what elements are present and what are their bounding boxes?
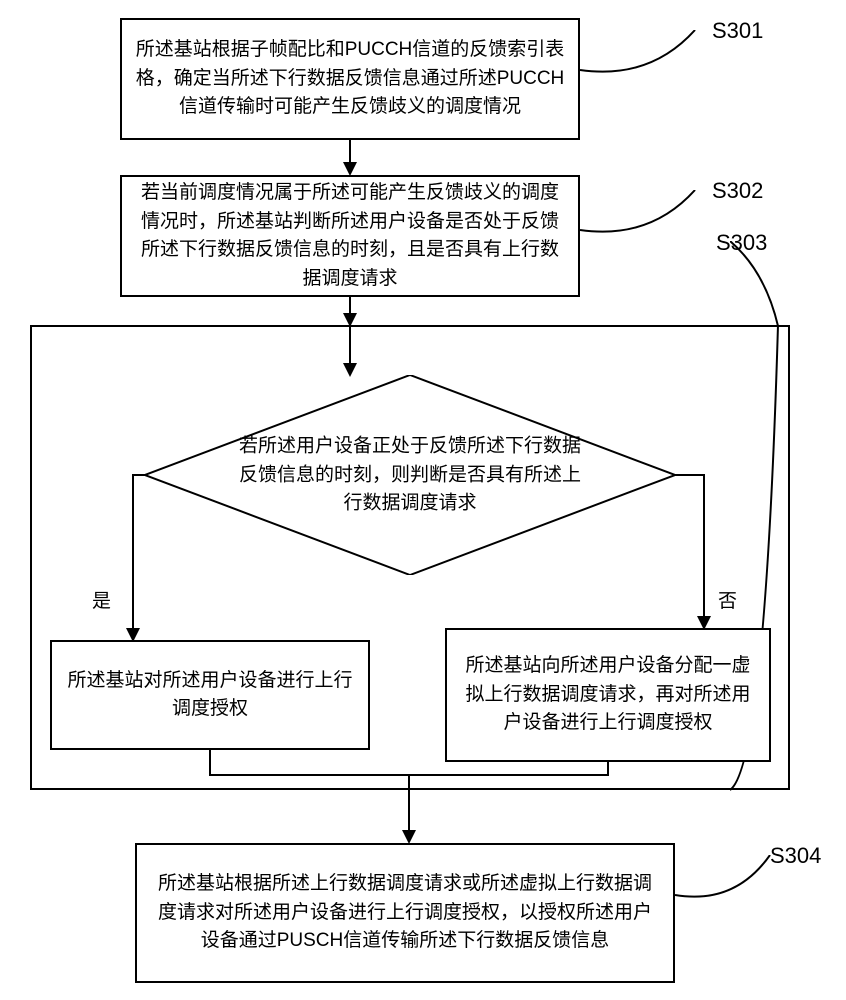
box-s304-text: 所述基站根据所述上行数据调度请求或所述虚拟上行数据调度请求对所述用户设备进行上行… (149, 870, 661, 956)
yes-label: 是 (92, 586, 111, 613)
label-s302: S302 (712, 178, 763, 204)
merge-v (408, 774, 410, 832)
no-box-text: 所述基站向所述用户设备分配一虚拟上行数据调度请求，再对所述用户设备进行上行调度授… (459, 652, 757, 738)
decision-text: 若所述用户设备正处于反馈所述下行数据反馈信息的时刻，则判断是否具有所述上行数据调… (145, 432, 675, 518)
decision-diamond: 若所述用户设备正处于反馈所述下行数据反馈信息的时刻，则判断是否具有所述上行数据调… (145, 375, 675, 575)
yes-box: 所述基站对所述用户设备进行上行调度授权 (50, 640, 370, 750)
yes-box-text: 所述基站对所述用户设备进行上行调度授权 (64, 667, 356, 724)
box-s302: 若当前调度情况属于所述可能产生反馈歧义的调度情况时，所述基站判断所述用户设备是否… (120, 175, 580, 297)
label-s303: S303 (716, 230, 767, 256)
no-out-v (607, 762, 609, 774)
no-v (703, 474, 705, 618)
arrow-1-2 (349, 140, 351, 164)
no-label: 否 (718, 586, 737, 613)
leader-s304 (675, 855, 785, 915)
box-s301: 所述基站根据子帧配比和PUCCH信道的反馈索引表格，确定当所述下行数据反馈信息通… (120, 18, 580, 140)
yes-h (132, 474, 146, 476)
arrow-into-diamond (349, 327, 351, 365)
merge-head (402, 830, 416, 844)
leader-s301 (580, 30, 710, 90)
box-s304: 所述基站根据所述上行数据调度请求或所述虚拟上行数据调度请求对所述用户设备进行上行… (135, 843, 675, 983)
yes-out-v (209, 750, 211, 774)
yes-v (132, 474, 134, 630)
no-box: 所述基站向所述用户设备分配一虚拟上行数据调度请求，再对所述用户设备进行上行调度授… (445, 628, 771, 762)
label-s301: S301 (712, 18, 763, 44)
box-s301-text: 所述基站根据子帧配比和PUCCH信道的反馈索引表格，确定当所述下行数据反馈信息通… (134, 36, 566, 122)
box-s302-text: 若当前调度情况属于所述可能产生反馈歧义的调度情况时，所述基站判断所述用户设备是否… (134, 179, 566, 293)
leader-s302 (580, 190, 710, 250)
arrow-1-2-head (343, 162, 357, 176)
label-s304: S304 (770, 843, 821, 869)
no-h (675, 474, 705, 476)
